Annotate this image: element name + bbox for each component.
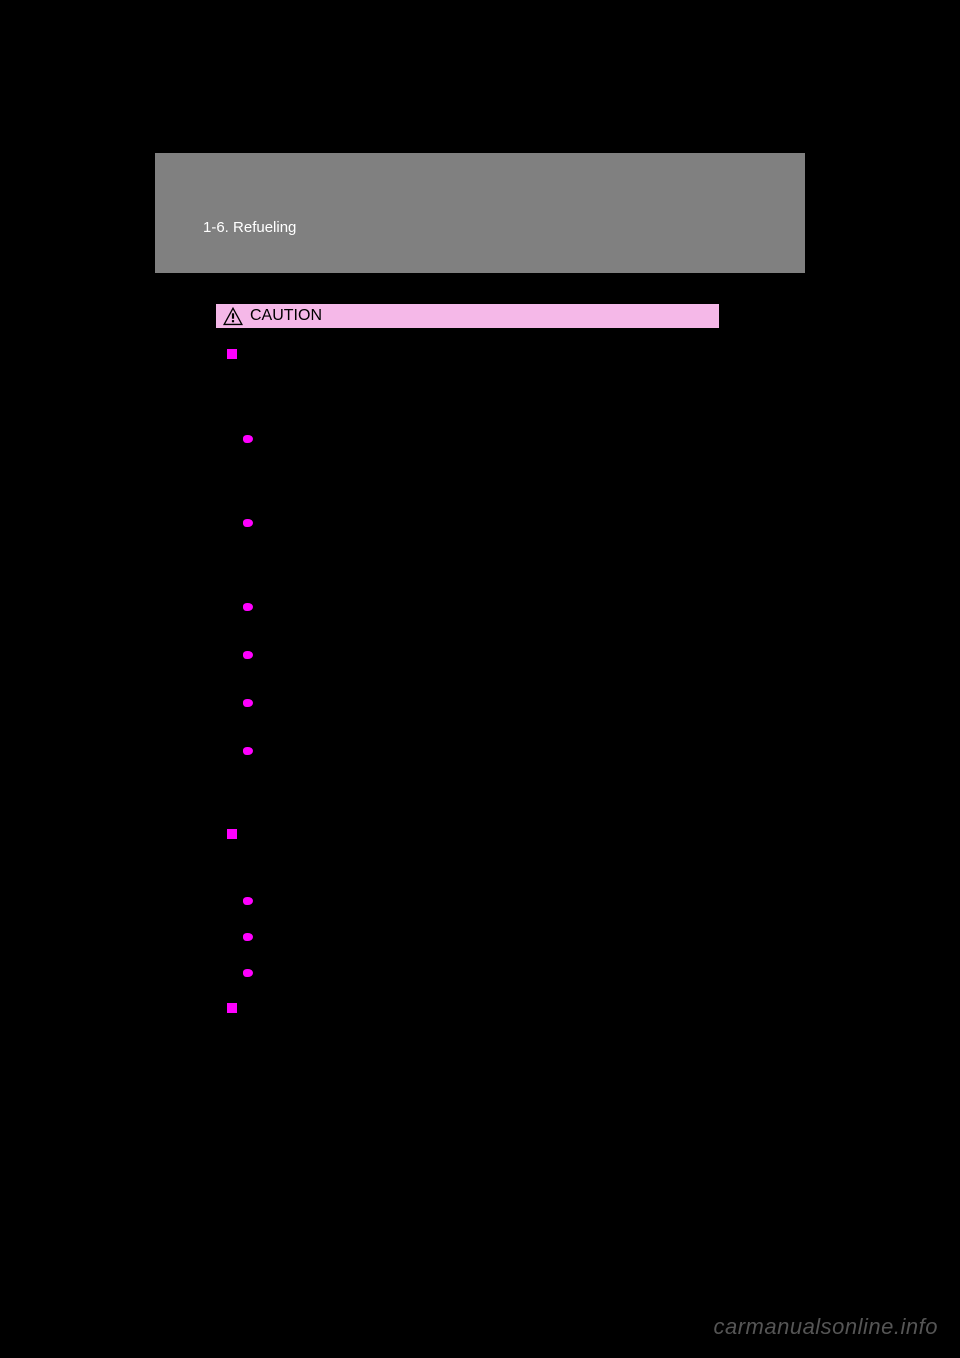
- bullet-marker-row: [215, 431, 715, 447]
- bullet-marker-icon: [243, 603, 253, 611]
- bullet-marker-icon: [243, 435, 253, 443]
- page-container: 1-6. Refueling CAUTION: [155, 153, 805, 1019]
- caution-label: CAUTION: [250, 307, 322, 325]
- bullet-marker-row: [215, 695, 715, 711]
- header-bar: 1-6. Refueling: [155, 153, 805, 273]
- bullet-marker-row: [215, 647, 715, 663]
- square-marker-icon: [227, 349, 237, 359]
- section-marker-row: [215, 1001, 715, 1017]
- bullet-marker-icon: [243, 519, 253, 527]
- square-marker-icon: [227, 829, 237, 839]
- bullet-marker-row: [215, 743, 715, 759]
- bullet-marker-row: [215, 929, 715, 945]
- warning-triangle-icon: [222, 306, 244, 326]
- bullet-marker-row: [215, 893, 715, 909]
- bullet-marker-icon: [243, 933, 253, 941]
- bullet-marker-icon: [243, 969, 253, 977]
- section-label: 1-6. Refueling: [203, 219, 296, 236]
- bullet-marker-row: [215, 515, 715, 531]
- bullet-marker-icon: [243, 699, 253, 707]
- square-marker-icon: [227, 1003, 237, 1013]
- section-marker-row: [215, 347, 715, 363]
- bullet-marker-row: [215, 965, 715, 981]
- section-marker-row: [215, 827, 715, 843]
- content-area: CAUTION: [155, 273, 715, 1017]
- bullet-marker-icon: [243, 747, 253, 755]
- caution-box: CAUTION: [215, 303, 720, 329]
- bullet-marker-icon: [243, 651, 253, 659]
- bullet-marker-row: [215, 599, 715, 615]
- bullet-marker-icon: [243, 897, 253, 905]
- watermark-text: carmanualsonline.info: [713, 1314, 938, 1340]
